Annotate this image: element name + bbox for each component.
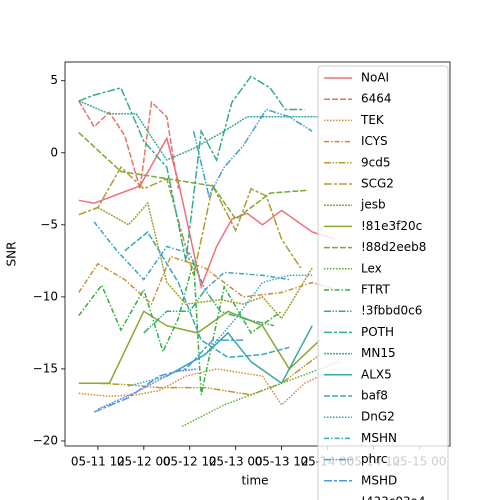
legend-label: 9cd5 <box>361 155 390 169</box>
legend-label: POTH <box>361 325 394 339</box>
legend-label: MN15 <box>361 346 396 360</box>
plot-frame <box>64 61 451 447</box>
legend-label: !81e3f20c <box>361 219 422 233</box>
x-axis-label: time <box>241 474 268 488</box>
y-tick-label: 0 <box>50 145 58 159</box>
series-line <box>181 360 340 428</box>
y-tick-label: −5 <box>40 217 58 231</box>
legend-label: Lex <box>361 261 382 275</box>
legend-label: !433c03a4 <box>361 495 426 500</box>
x-tick-label: 05-11 12 <box>71 455 125 469</box>
legend-label: MSHN <box>361 431 397 445</box>
y-tick-label: −20 <box>33 433 58 447</box>
legend-label: NoAI <box>361 71 389 85</box>
legend-label: baf8 <box>361 389 388 403</box>
x-tick-label: 05-13 00 <box>209 455 263 469</box>
legend-label: DnG2 <box>361 410 395 424</box>
legend-label: !3fbbd0c6 <box>361 304 422 318</box>
y-tick-label: 5 <box>50 73 58 87</box>
series-line <box>93 339 244 413</box>
series-line <box>97 368 198 410</box>
legend-box <box>317 65 449 500</box>
series-line <box>78 255 336 306</box>
series-line <box>78 310 321 385</box>
y-axis-label: SNR <box>5 242 19 267</box>
series-line <box>78 100 320 161</box>
series-line <box>78 75 305 261</box>
legend-label: jesb <box>360 198 386 212</box>
series-line <box>78 260 283 395</box>
series-line <box>192 108 313 199</box>
series-line <box>78 100 180 190</box>
series-line <box>78 368 336 407</box>
series-line <box>78 132 309 221</box>
legend-label: FTRT <box>361 283 390 297</box>
legend-label: TEK <box>360 113 385 127</box>
legend-label: phrc <box>361 452 388 466</box>
legend-label: ICYS <box>361 134 388 148</box>
series-line <box>124 230 290 359</box>
legend-label: !88d2eeb8 <box>361 240 426 254</box>
series-line <box>93 221 290 291</box>
legend-label: 6464 <box>361 92 392 106</box>
x-tick-label: 05-12 12 <box>163 455 217 469</box>
x-tick-label: 05-12 00 <box>117 455 171 469</box>
y-tick-label: −15 <box>33 361 58 375</box>
legend-label: MSHD <box>361 473 397 487</box>
series-line <box>97 201 313 320</box>
legend-label: SCG2 <box>361 177 394 191</box>
legend-label: ALX5 <box>361 367 392 381</box>
x-tick-label: 05-13 12 <box>255 455 309 469</box>
y-tick-label: −10 <box>33 289 58 303</box>
series-line <box>166 325 313 385</box>
